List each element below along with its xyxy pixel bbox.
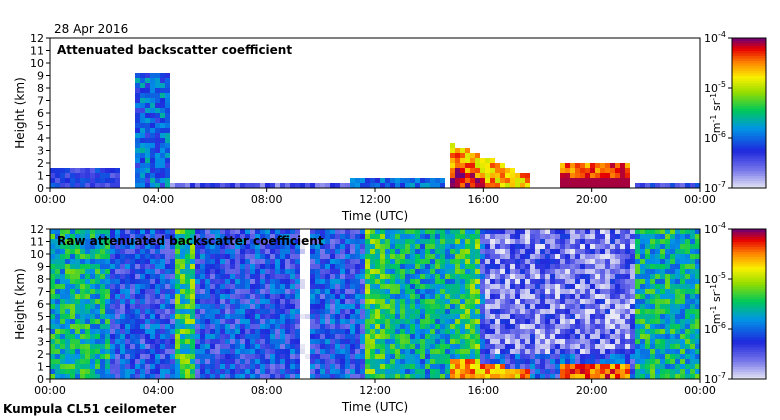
y-tick-label: 8 [37,82,44,95]
x-tick-label: 20:00 [576,193,608,206]
x-tick-label: 00:00 [34,193,66,206]
colorbar-units: m-1 sr-1 [709,93,724,133]
x-tick-label: 00:00 [684,384,716,397]
y-tick-label: 9 [37,70,44,83]
colorbar-tick-label: 10-6 [704,130,726,145]
x-tick-label: 12:00 [359,193,391,206]
x-tick-label: 08:00 [251,384,283,397]
y-tick-label: 4 [37,323,44,336]
colorbar-tick-label: 10-6 [704,321,726,336]
x-tick-label: 00:00 [34,384,66,397]
colorbar-tick-label: 10-4 [704,221,726,236]
colorbar-frame [731,228,767,380]
x-tick-label: 16:00 [467,384,499,397]
x-tick-label: 20:00 [576,384,608,397]
y-tick-label: 2 [37,348,44,361]
y-tick-label: 6 [37,298,44,311]
x-tick-label: 16:00 [467,193,499,206]
colorbar: 10-7 10-6 10-5 10-4 m-1 sr-1 [704,30,767,195]
y-tick-label: 0 [37,373,44,386]
y-tick-label: 1 [37,361,44,374]
heatmap-cells [50,229,700,379]
y-tick-label: 10 [30,57,44,70]
instrument-label: Kumpula CL51 ceilometer [3,402,177,416]
x-axis-label: Time (UTC) [341,400,408,414]
y-tick-label: 5 [37,311,44,324]
y-tick-label: 7 [37,95,44,108]
y-axis-label: Height (km) [13,77,27,148]
y-tick-label: 12 [30,223,44,236]
y-axis-label: Height (km) [13,268,27,339]
y-tick-label: 9 [37,261,44,274]
colorbar-tick-label: 10-7 [704,371,726,386]
colorbar-tick-label: 10-7 [704,180,726,195]
x-tick-label: 12:00 [359,384,391,397]
colorbar-tick-label: 10-4 [704,30,726,45]
y-tick-label: 4 [37,132,44,145]
y-tick-label: 11 [30,45,44,58]
y-tick-label: 0 [37,182,44,195]
colorbar: 10-7 10-6 10-5 10-4 m-1 sr-1 [704,221,767,386]
colorbar-tick-label: 10-5 [704,271,726,286]
panel-title: Attenuated backscatter coefficient [57,43,292,57]
y-tick-label: 12 [30,32,44,45]
y-tick-label: 2 [37,157,44,170]
date-label: 28 Apr 2016 [54,22,129,36]
heatmap-cells [50,73,700,188]
panel-title: Raw attenuated backscatter coefficient [57,234,324,248]
x-tick-label: 08:00 [251,193,283,206]
y-tick-label: 10 [30,248,44,261]
y-tick-label: 5 [37,120,44,133]
x-axis-label: Time (UTC) [341,209,408,223]
x-tick-label: 04:00 [142,193,174,206]
y-tick-label: 11 [30,236,44,249]
colorbar-units: m-1 sr-1 [709,284,724,324]
y-tick-label: 7 [37,286,44,299]
y-tick-label: 8 [37,273,44,286]
colorbar-frame [731,37,767,189]
x-tick-label: 04:00 [142,384,174,397]
y-tick-label: 3 [37,336,44,349]
x-tick-label: 00:00 [684,193,716,206]
colorbar-tick-label: 10-5 [704,80,726,95]
y-tick-label: 3 [37,145,44,158]
y-tick-label: 6 [37,107,44,120]
y-tick-label: 1 [37,170,44,183]
